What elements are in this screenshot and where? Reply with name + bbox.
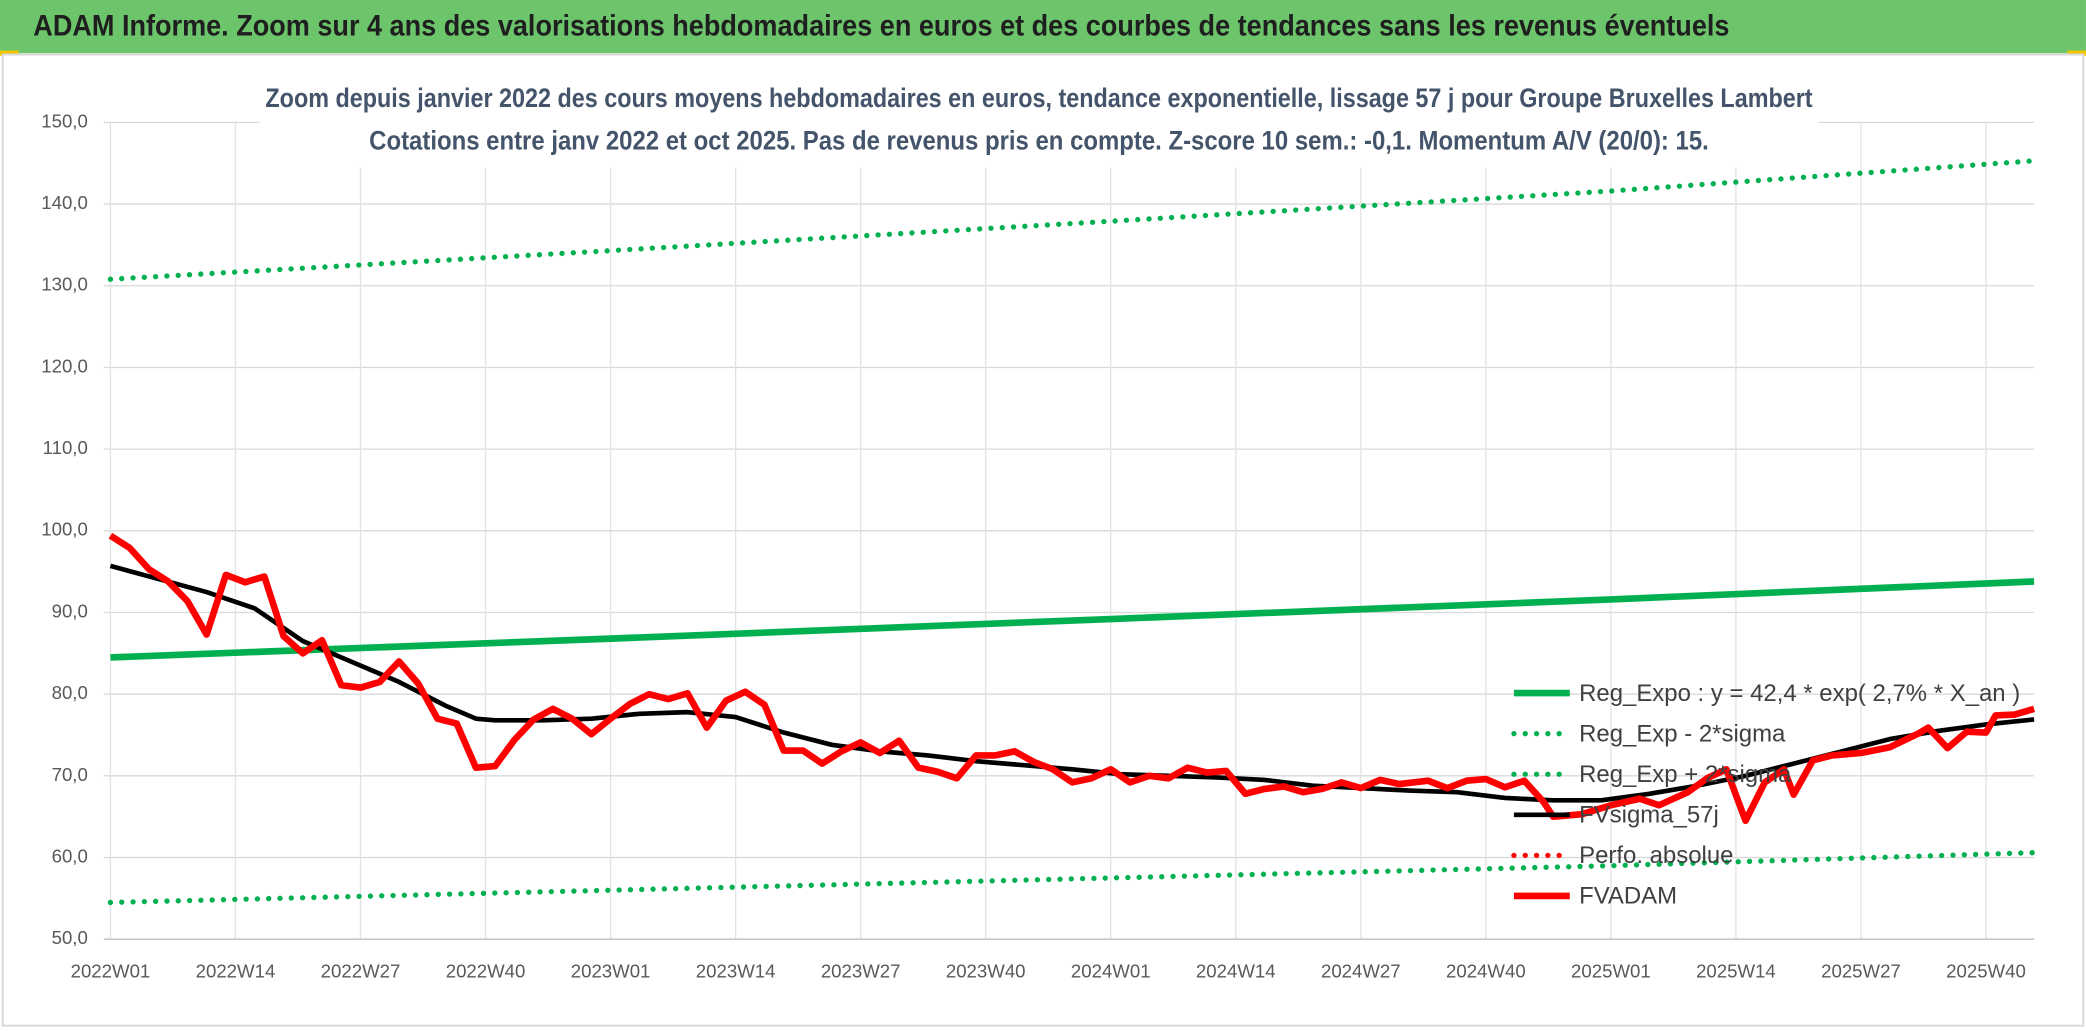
y-tick-label: 70,0 — [52, 764, 88, 785]
x-tick-label: 2022W14 — [196, 960, 276, 981]
x-tick-label: 2022W40 — [446, 960, 526, 981]
legend-label: Reg_Exp - 2*sigma — [1579, 720, 1786, 747]
x-tick-label: 2023W14 — [696, 960, 776, 981]
chart-panel — [1, 53, 2085, 1027]
legend-label: Perfo. absolue — [1579, 842, 1733, 869]
header-title: ADAM Informe. Zoom sur 4 ans des valoris… — [33, 11, 1729, 43]
y-tick-label: 100,0 — [41, 519, 88, 540]
chart-title: Zoom depuis janvier 2022 des cours moyen… — [265, 83, 1812, 113]
series-line — [108, 532, 2036, 825]
x-tick-label: 2024W01 — [1071, 960, 1151, 981]
x-tick-label: 2024W40 — [1446, 960, 1526, 981]
x-tick-label: 2022W27 — [321, 960, 401, 981]
x-tick-label: 2025W14 — [1696, 960, 1776, 981]
y-tick-label: 120,0 — [41, 355, 88, 376]
series-line — [109, 563, 2035, 803]
legend-label: FVsigma_57j — [1579, 801, 1719, 828]
header-accent — [0, 50, 19, 56]
x-tick-label: 2025W01 — [1571, 960, 1651, 981]
y-tick-label: 60,0 — [52, 845, 88, 866]
x-tick-label: 2025W27 — [1821, 960, 1901, 981]
x-tick-label: 2023W01 — [571, 960, 651, 981]
y-tick-label: 50,0 — [52, 927, 88, 948]
chart-subtitle: Cotations entre janv 2022 et oct 2025. P… — [369, 125, 1709, 155]
legend-label: Reg_Exp + 2*sigma — [1579, 761, 1792, 788]
x-tick-label: 2024W14 — [1196, 960, 1276, 981]
y-tick-label: 90,0 — [52, 600, 88, 621]
y-tick-label: 110,0 — [43, 437, 88, 458]
series-line — [110, 578, 2035, 661]
x-tick-label: 2024W27 — [1321, 960, 1401, 981]
x-tick-label: 2025W40 — [1946, 960, 2026, 981]
header-accent — [2067, 50, 2086, 56]
legend-label: FVADAM — [1579, 883, 1677, 910]
legend-label: Reg_Expo : y = 42,4 * exp( 2,7% * X_an ) — [1579, 680, 2020, 707]
x-tick-label: 2022W01 — [71, 960, 151, 981]
y-tick-label: 130,0 — [41, 274, 88, 295]
x-tick-label: 2023W40 — [946, 960, 1026, 981]
plot-area: 50,0 60,0 70,0 80,0 90,0 100,0 110,0 120,0 130,0… — [41, 110, 2037, 981]
series-line — [107, 849, 2037, 906]
x-tick-label: 2023W27 — [821, 960, 901, 981]
y-tick-label: 80,0 — [52, 682, 88, 703]
header-band — [0, 0, 2086, 54]
y-tick-label: 140,0 — [41, 192, 88, 213]
title-backdrop — [259, 79, 1819, 168]
y-tick-label: 150,0 — [41, 110, 88, 131]
